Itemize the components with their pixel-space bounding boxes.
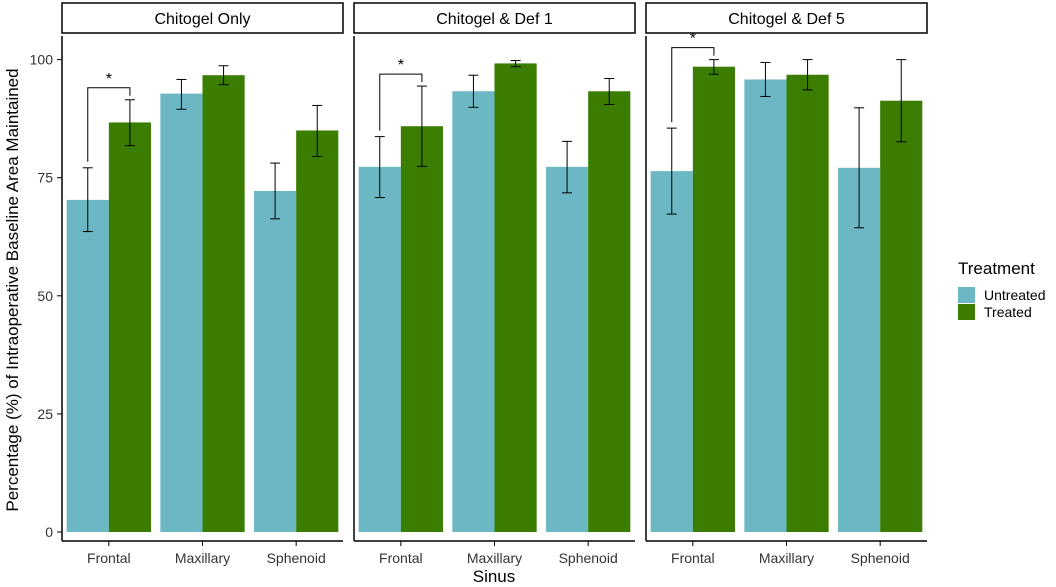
- x-tick-label: Frontal: [671, 550, 715, 566]
- bar-treated: [880, 100, 923, 533]
- bar-untreated: [744, 79, 787, 532]
- x-tick-label: Sphenoid: [559, 550, 618, 566]
- bar-treated: [296, 130, 339, 532]
- facet-title: Chitogel & Def 5: [728, 11, 845, 28]
- x-tick-label: Sphenoid: [851, 550, 910, 566]
- bar-untreated: [358, 166, 401, 532]
- significance-star: *: [106, 71, 112, 88]
- facet-strip: [61, 2, 344, 34]
- bar-treated: [786, 74, 829, 533]
- bar-treated: [494, 63, 537, 532]
- bar-untreated: [838, 167, 881, 532]
- facet-strip: [353, 2, 636, 34]
- bar-untreated: [254, 190, 297, 532]
- legend-title: Treatment: [958, 259, 1035, 278]
- x-tick-label: Maxillary: [175, 550, 230, 566]
- significance-bracket: [671, 47, 715, 123]
- bar-treated: [400, 126, 443, 532]
- x-axis-title: Sinus: [473, 567, 516, 586]
- bar-untreated: [452, 91, 495, 533]
- legend-label: Treated: [984, 304, 1032, 320]
- facet-title: Chitogel Only: [154, 11, 250, 28]
- bar-treated: [588, 91, 631, 533]
- x-tick-label: Maxillary: [759, 550, 814, 566]
- x-tick-label: Maxillary: [467, 550, 522, 566]
- bar-untreated: [160, 93, 203, 532]
- y-tick-label: 50: [37, 288, 53, 304]
- y-tick-label: 75: [37, 170, 53, 186]
- legend-swatch-treated: [958, 304, 975, 320]
- legend-swatch-untreated: [958, 287, 975, 303]
- bar-treated: [108, 122, 151, 533]
- facet-strip: [645, 2, 928, 34]
- legend-label: Untreated: [984, 287, 1045, 303]
- bar-treated: [692, 66, 735, 532]
- bar-untreated: [546, 166, 589, 532]
- significance-bracket: [379, 73, 423, 131]
- y-tick-label: 25: [37, 406, 53, 422]
- y-axis-title: Percentage (%) of Intraoperative Baselin…: [3, 68, 22, 511]
- x-tick-label: Frontal: [87, 550, 131, 566]
- x-tick-label: Sphenoid: [267, 550, 326, 566]
- y-tick-label: 0: [45, 524, 53, 540]
- facet-title: Chitogel & Def 1: [436, 11, 553, 28]
- significance-star: *: [398, 57, 404, 74]
- bar-untreated: [66, 199, 109, 532]
- bar-treated: [202, 75, 245, 533]
- bar-untreated: [650, 171, 693, 532]
- significance-star: *: [690, 31, 696, 48]
- y-tick-label: 100: [30, 52, 54, 68]
- x-tick-label: Frontal: [379, 550, 423, 566]
- significance-bracket: [87, 87, 131, 162]
